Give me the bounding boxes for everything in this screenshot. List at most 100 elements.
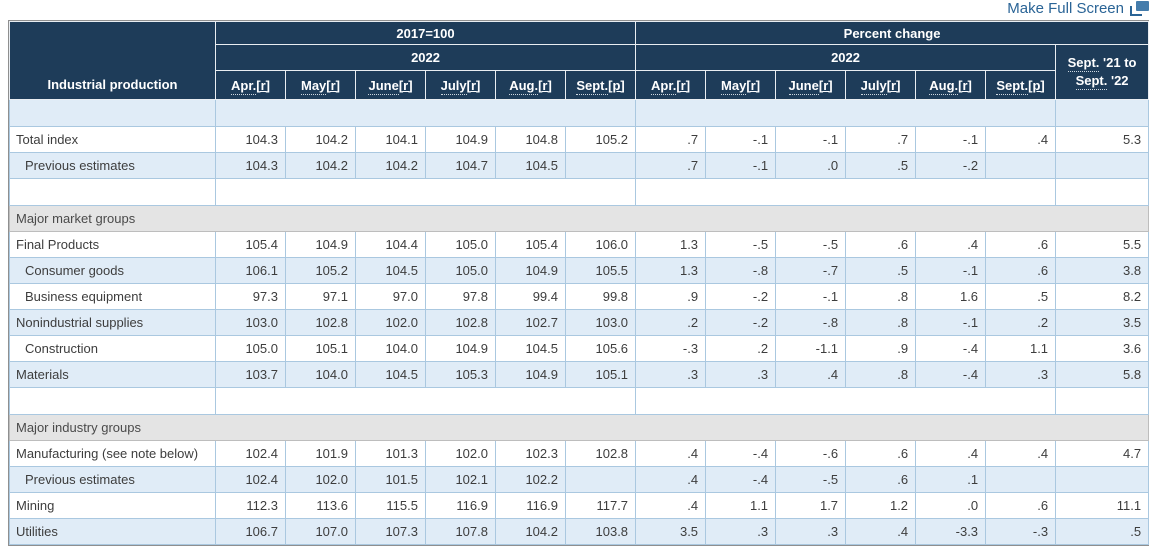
index-value-cell: 104.3 bbox=[215, 126, 286, 153]
index-value-cell: 101.9 bbox=[285, 440, 356, 467]
footnote-link[interactable]: [r] bbox=[818, 77, 833, 93]
pct-value-cell: -.8 bbox=[705, 257, 777, 284]
index-value-cell: 102.8 bbox=[285, 309, 356, 336]
data-row: Business equipment 97.3 97.1 97.0 97.8 99.4 99… bbox=[9, 283, 1150, 310]
pct-value-cell: -.5 bbox=[775, 466, 847, 493]
pct-value-cell: -1.1 bbox=[775, 335, 847, 362]
month-header-index: Sept.[p] bbox=[564, 70, 637, 100]
footnote-link[interactable]: [p] bbox=[608, 77, 625, 93]
month-abbr: Apr. bbox=[230, 77, 257, 95]
spacer-cell bbox=[635, 387, 1057, 415]
footnote-link[interactable]: [r] bbox=[326, 77, 340, 93]
pct-value-cell: .2 bbox=[705, 335, 777, 362]
pct-value-cell: -.1 bbox=[915, 126, 987, 153]
pct-value-cell: .4 bbox=[985, 440, 1057, 467]
row-label: Final Products bbox=[9, 231, 216, 258]
pct-value-cell: .0 bbox=[775, 152, 847, 179]
footnote-link[interactable]: [r] bbox=[886, 77, 901, 93]
spacer-cell bbox=[9, 178, 216, 206]
index-value-cell: 104.0 bbox=[285, 361, 356, 388]
section-row: Major industry groups bbox=[8, 414, 1150, 441]
index-value-cell: 105.2 bbox=[564, 126, 637, 153]
month-abbr: Aug. bbox=[929, 77, 959, 95]
pct-value-cell: .6 bbox=[845, 440, 917, 467]
pct-value-cell: 1.1 bbox=[985, 335, 1057, 362]
index-value-cell: 102.7 bbox=[495, 309, 566, 336]
pct-value-cell: .8 bbox=[845, 283, 917, 310]
make-full-screen-link[interactable]: Make Full Screen bbox=[1007, 0, 1149, 17]
index-value-cell: 104.2 bbox=[355, 152, 426, 179]
pct-value-cell: -.1 bbox=[775, 126, 847, 153]
pct-value-cell: .5 bbox=[845, 257, 917, 284]
index-value-cell bbox=[564, 152, 637, 179]
month-abbr: Sept. bbox=[576, 77, 609, 95]
data-row: Final Products 105.4 104.9 104.4 105.0 105.4 1… bbox=[9, 231, 1150, 258]
index-value-cell: 107.0 bbox=[285, 518, 356, 545]
index-value-cell: 97.8 bbox=[425, 283, 496, 310]
index-value-cell: 117.7 bbox=[564, 492, 637, 519]
pct-value-cell: 1.7 bbox=[775, 492, 847, 519]
data-row: Utilities 106.7 107.0 107.3 107.8 104.2 103.8 3… bbox=[9, 518, 1150, 545]
pct-value-cell: .3 bbox=[985, 361, 1057, 388]
index-value-cell: 104.1 bbox=[355, 126, 426, 153]
pct-value-cell: -.1 bbox=[775, 283, 847, 310]
index-value-cell: 103.7 bbox=[215, 361, 286, 388]
data-row: Previous estimates 102.4 102.0 101.5 102.1 10… bbox=[9, 466, 1150, 493]
index-value-cell: 104.4 bbox=[355, 231, 426, 258]
index-value-cell: 115.5 bbox=[355, 492, 426, 519]
index-value-cell: 105.0 bbox=[215, 335, 286, 362]
footnote-link[interactable]: [r] bbox=[746, 77, 761, 93]
yoy-value-cell: 5.3 bbox=[1055, 126, 1150, 153]
month-header-pct: June[r] bbox=[775, 70, 847, 100]
data-row: Total index 104.3 104.2 104.1 104.9 104.8 105.… bbox=[9, 126, 1150, 153]
index-value-cell: 104.5 bbox=[355, 361, 426, 388]
pct-value-cell: .9 bbox=[635, 283, 707, 310]
index-value-cell: 105.5 bbox=[564, 257, 637, 284]
index-value-cell: 97.3 bbox=[215, 283, 286, 310]
footnote-link[interactable]: [r] bbox=[398, 77, 413, 93]
row-label: Manufacturing (see note below) bbox=[9, 440, 216, 467]
yoy-value-cell: 5.8 bbox=[1055, 361, 1150, 388]
footnote-link[interactable]: [r] bbox=[676, 77, 691, 93]
footnote-link[interactable]: [r] bbox=[538, 77, 552, 93]
index-value-cell: 105.4 bbox=[495, 231, 566, 258]
pct-group-header: Percent change bbox=[635, 21, 1150, 45]
yoy-value-cell bbox=[1055, 152, 1150, 179]
month-abbr: May bbox=[721, 77, 747, 95]
spacer-cell bbox=[635, 178, 1057, 206]
topbar: Make Full Screen bbox=[0, 0, 1149, 18]
table-body: Total index 104.3 104.2 104.1 104.9 104.8 105.… bbox=[8, 99, 1150, 545]
month-abbr: Apr. bbox=[651, 77, 677, 95]
pct-value-cell: .4 bbox=[845, 518, 917, 545]
index-value-cell: 105.4 bbox=[215, 231, 286, 258]
row-label: Construction bbox=[9, 335, 216, 362]
pct-value-cell: .4 bbox=[985, 126, 1057, 153]
yoy-abbr: Sept. bbox=[1067, 55, 1100, 73]
index-group-header: 2017=100 bbox=[214, 21, 637, 45]
footnote-link[interactable]: [p] bbox=[1028, 77, 1045, 93]
footnote-link[interactable]: [r] bbox=[466, 77, 481, 93]
month-header-pct: July[r] bbox=[845, 70, 917, 100]
pct-value-cell: 3.5 bbox=[635, 518, 707, 545]
index-value-cell: 106.1 bbox=[215, 257, 286, 284]
pct-value-cell: -.1 bbox=[705, 152, 777, 179]
footnote-link[interactable]: [r] bbox=[256, 77, 270, 93]
index-value-cell: 104.2 bbox=[285, 126, 356, 153]
footnote-link[interactable]: [r] bbox=[958, 77, 972, 93]
index-value-cell: 116.9 bbox=[425, 492, 496, 519]
row-label: Previous estimates bbox=[9, 152, 216, 179]
yoy-value-cell: 11.1 bbox=[1055, 492, 1150, 519]
spacer-cell bbox=[1055, 99, 1150, 127]
data-row: Previous estimates 104.3 104.2 104.2 104.7 10… bbox=[9, 152, 1150, 179]
pct-value-cell: -.1 bbox=[915, 309, 987, 336]
pct-value-cell: .3 bbox=[705, 518, 777, 545]
month-abbr: Aug. bbox=[509, 77, 539, 95]
year-header-pct: 2022 bbox=[635, 44, 1057, 71]
month-header-pct: Aug.[r] bbox=[915, 70, 987, 100]
pct-value-cell: -.4 bbox=[705, 440, 777, 467]
yoy-value-cell: 8.2 bbox=[1055, 283, 1150, 310]
month-header-row: Apr.[r] May[r] June[r] July[r] Aug.[r] Sept.[… bbox=[10, 70, 1149, 100]
row-label: Utilities bbox=[9, 518, 216, 545]
pct-value-cell: -.4 bbox=[915, 361, 987, 388]
